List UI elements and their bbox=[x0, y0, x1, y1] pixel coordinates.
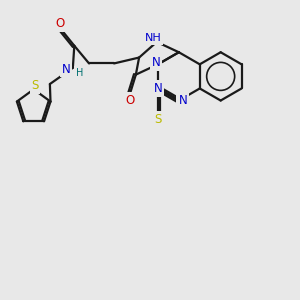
Text: N: N bbox=[152, 56, 161, 69]
Text: N: N bbox=[178, 95, 187, 109]
Text: H: H bbox=[76, 68, 83, 78]
Text: S: S bbox=[154, 113, 162, 126]
Text: N: N bbox=[154, 82, 162, 95]
Text: N: N bbox=[179, 94, 188, 107]
Text: N: N bbox=[62, 63, 71, 76]
Text: O: O bbox=[125, 94, 135, 107]
Text: NH: NH bbox=[145, 33, 162, 43]
Text: S: S bbox=[32, 79, 39, 92]
Text: O: O bbox=[56, 17, 65, 31]
